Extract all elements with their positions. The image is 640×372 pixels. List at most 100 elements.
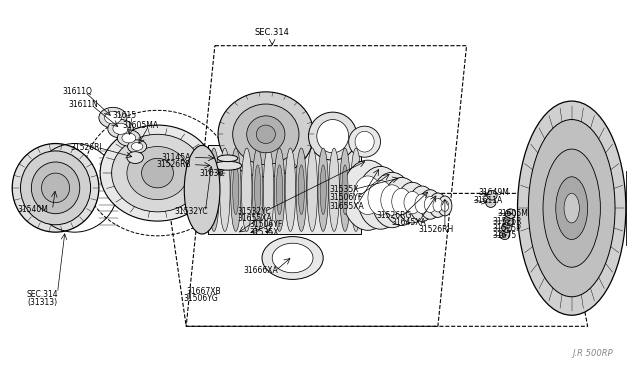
Ellipse shape: [298, 165, 305, 215]
Ellipse shape: [263, 148, 274, 231]
Ellipse shape: [99, 108, 127, 128]
Ellipse shape: [419, 190, 441, 219]
Ellipse shape: [441, 201, 449, 211]
Ellipse shape: [384, 177, 419, 225]
Ellipse shape: [438, 196, 452, 216]
Ellipse shape: [233, 104, 299, 164]
Ellipse shape: [220, 148, 230, 231]
Text: 31525P: 31525P: [492, 224, 521, 233]
Text: 31526RI: 31526RI: [70, 143, 102, 152]
Text: 31535X: 31535X: [250, 228, 280, 237]
Text: 31532YC: 31532YC: [175, 207, 209, 217]
Ellipse shape: [252, 148, 263, 231]
Ellipse shape: [127, 152, 143, 163]
Ellipse shape: [355, 131, 374, 152]
Bar: [209, 145, 362, 234]
Text: 31540M: 31540M: [17, 205, 48, 215]
Ellipse shape: [111, 134, 204, 212]
Ellipse shape: [556, 177, 588, 240]
Ellipse shape: [255, 165, 260, 215]
Ellipse shape: [381, 185, 403, 215]
Ellipse shape: [100, 125, 215, 221]
Text: 31535X: 31535X: [330, 185, 359, 194]
Text: 31675: 31675: [492, 231, 516, 240]
Text: 31611N: 31611N: [68, 100, 98, 109]
Ellipse shape: [214, 161, 242, 170]
Ellipse shape: [122, 133, 136, 143]
Ellipse shape: [275, 148, 285, 231]
Text: SEC.314: SEC.314: [27, 290, 58, 299]
Ellipse shape: [342, 160, 394, 230]
Text: 31145A: 31145A: [162, 153, 191, 162]
Ellipse shape: [241, 148, 252, 231]
Text: 31611Q: 31611Q: [62, 87, 92, 96]
Ellipse shape: [506, 209, 516, 218]
Ellipse shape: [117, 130, 140, 146]
Ellipse shape: [246, 116, 285, 153]
Ellipse shape: [354, 176, 382, 215]
Ellipse shape: [230, 148, 241, 231]
Ellipse shape: [351, 148, 361, 231]
Text: 31649M: 31649M: [478, 188, 509, 197]
Ellipse shape: [329, 148, 339, 231]
Ellipse shape: [317, 119, 349, 153]
Ellipse shape: [308, 112, 357, 160]
Text: 31506YF: 31506YF: [250, 220, 283, 229]
Text: 31615: 31615: [113, 111, 137, 121]
Ellipse shape: [127, 147, 188, 200]
Ellipse shape: [104, 112, 122, 124]
Text: 31655XA: 31655XA: [237, 214, 272, 223]
Ellipse shape: [318, 148, 328, 231]
Ellipse shape: [397, 182, 428, 223]
Text: (31313): (31313): [27, 298, 57, 307]
Ellipse shape: [233, 165, 239, 215]
Text: SEC.314: SEC.314: [255, 28, 290, 37]
Ellipse shape: [307, 148, 317, 231]
Text: 31667XB: 31667XB: [186, 287, 221, 296]
Ellipse shape: [372, 172, 412, 228]
Ellipse shape: [392, 188, 412, 215]
Ellipse shape: [184, 145, 220, 234]
Text: 31605M: 31605M: [497, 209, 528, 218]
Ellipse shape: [368, 180, 393, 215]
Ellipse shape: [113, 123, 128, 134]
Text: 31655XA: 31655XA: [330, 202, 364, 211]
Ellipse shape: [409, 186, 435, 221]
Text: 31666XA: 31666XA: [244, 266, 278, 275]
Ellipse shape: [108, 119, 133, 138]
Ellipse shape: [564, 193, 579, 223]
Text: J.R 500RP: J.R 500RP: [573, 350, 613, 359]
Ellipse shape: [518, 101, 626, 315]
Text: 31645XA: 31645XA: [392, 218, 426, 227]
Ellipse shape: [340, 148, 350, 231]
Text: 31532YC: 31532YC: [237, 207, 271, 217]
Ellipse shape: [404, 192, 421, 214]
Ellipse shape: [127, 140, 147, 153]
Ellipse shape: [12, 144, 99, 232]
Ellipse shape: [429, 193, 447, 217]
Ellipse shape: [349, 126, 381, 157]
Text: 31526RB: 31526RB: [157, 160, 191, 169]
Ellipse shape: [296, 148, 307, 231]
Ellipse shape: [543, 149, 600, 267]
Ellipse shape: [342, 165, 348, 215]
Ellipse shape: [141, 158, 173, 188]
Ellipse shape: [424, 196, 436, 212]
Ellipse shape: [285, 148, 296, 231]
Ellipse shape: [20, 151, 91, 225]
Ellipse shape: [256, 125, 275, 144]
Ellipse shape: [209, 148, 219, 231]
Ellipse shape: [433, 199, 443, 212]
Ellipse shape: [31, 162, 80, 214]
Ellipse shape: [211, 165, 217, 215]
Ellipse shape: [272, 243, 313, 273]
Text: 31526RH: 31526RH: [418, 225, 453, 234]
Ellipse shape: [218, 155, 238, 161]
Text: 31611A: 31611A: [473, 196, 502, 205]
Ellipse shape: [529, 119, 615, 297]
Ellipse shape: [262, 237, 323, 279]
Text: 31506YF: 31506YF: [330, 193, 363, 202]
Ellipse shape: [415, 194, 429, 214]
Ellipse shape: [131, 142, 143, 151]
Ellipse shape: [358, 166, 403, 229]
